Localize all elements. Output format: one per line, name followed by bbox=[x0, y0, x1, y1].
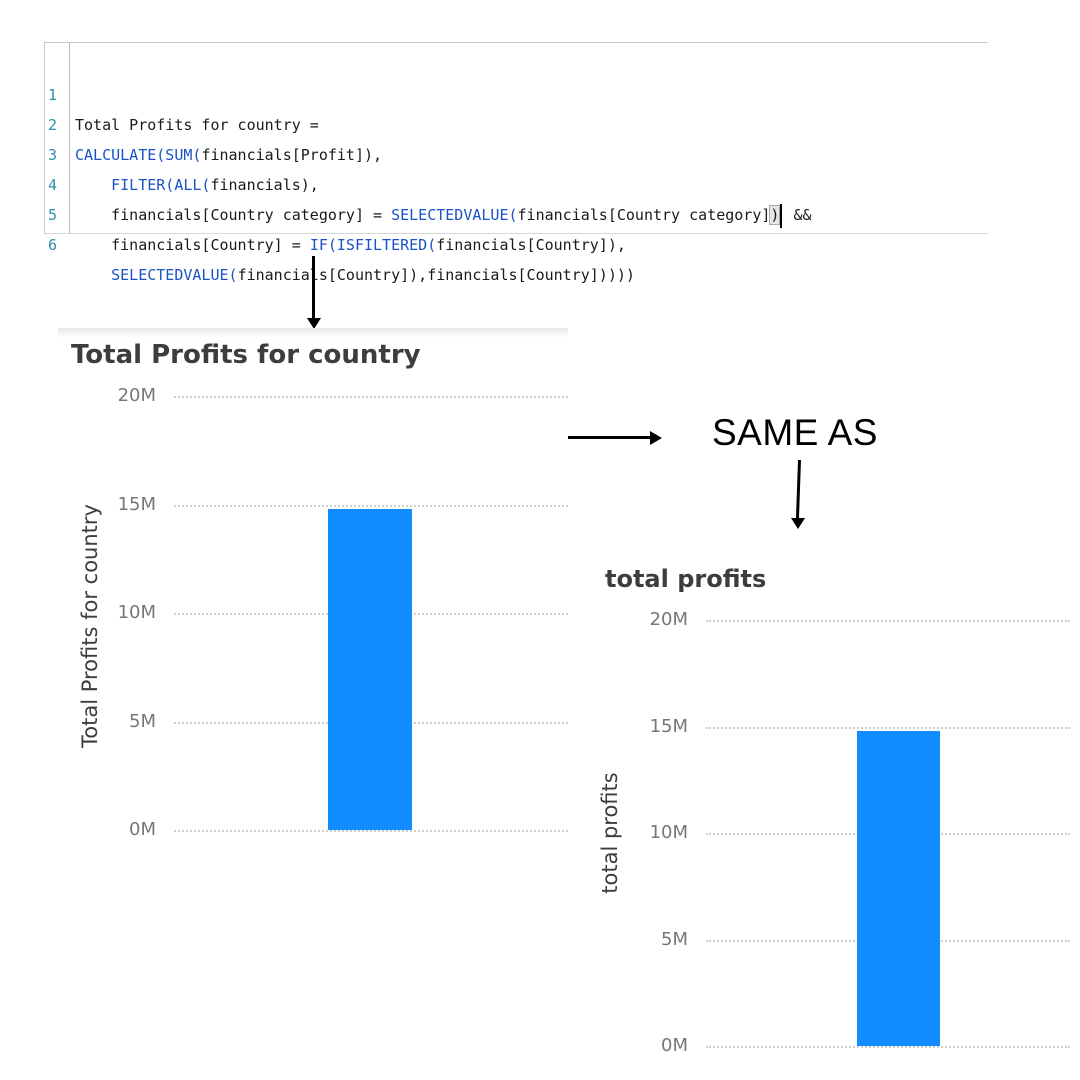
dax-code-editor[interactable]: 1 Total Profits for country = 2 CALCULAT… bbox=[44, 42, 989, 284]
gridline bbox=[706, 620, 1070, 622]
code-text: financials[Country category] = bbox=[75, 206, 392, 224]
line-number-gutter bbox=[69, 43, 70, 233]
code-text: && bbox=[784, 206, 812, 224]
chart-total-profits-for-country[interactable]: Total Profits for country Total Profits … bbox=[58, 328, 568, 858]
y-tick-label: 0M bbox=[129, 819, 156, 840]
code-function: SELECTEDVALUE( bbox=[391, 206, 518, 224]
line-number: 5 bbox=[48, 206, 58, 224]
y-tick-label: 15M bbox=[117, 493, 156, 515]
code-text: Total Profits for country = bbox=[75, 116, 319, 134]
visual-header-shade bbox=[58, 328, 568, 338]
code-line-6: 6 SELECTEDVALUE(financials[Country]),fin… bbox=[45, 200, 989, 284]
y-tick-label: 20M bbox=[117, 385, 156, 406]
code-function: FILTER(ALL( bbox=[111, 176, 211, 194]
gridline bbox=[706, 1046, 1070, 1048]
line-number: 3 bbox=[48, 146, 58, 164]
code-line-5: 5 financials[Country] = IF(ISFILTERED(fi… bbox=[45, 170, 989, 254]
gridline bbox=[174, 830, 568, 832]
same-as-label: SAME AS bbox=[712, 412, 878, 453]
code-function: SELECTEDVALUE( bbox=[111, 266, 238, 284]
gridline bbox=[174, 396, 568, 398]
y-axis-label: total profits bbox=[598, 772, 622, 894]
chart-total-profits[interactable]: total profits total profits 0M 5M 10M 15M 20… bbox=[590, 555, 1070, 1075]
code-text: financials[Profit]), bbox=[201, 146, 383, 164]
y-tick-label: 20M bbox=[649, 609, 688, 630]
code-line-4: 4 financials[Country category] = SELECTE… bbox=[45, 140, 989, 228]
chart-title: Total Profits for country bbox=[71, 340, 421, 370]
code-line-1: 1 Total Profits for country = bbox=[45, 50, 989, 134]
bar[interactable] bbox=[857, 730, 940, 1046]
y-tick-label: 10M bbox=[117, 602, 156, 623]
code-text: financials[Country] = bbox=[75, 236, 310, 254]
gridline bbox=[174, 504, 568, 507]
code-text: financials[Country]), bbox=[436, 236, 626, 254]
y-tick-label: 5M bbox=[129, 710, 156, 732]
code-line-3: 3 FILTER(ALL(financials), bbox=[45, 110, 989, 194]
line-number: 2 bbox=[48, 116, 58, 134]
code-text: financials[Country category] bbox=[517, 206, 771, 224]
line-number: 4 bbox=[48, 176, 58, 194]
code-text: financials[Country]),financials[Country]… bbox=[237, 266, 635, 284]
gridline bbox=[706, 726, 1070, 729]
chart-title: total profits bbox=[605, 565, 767, 593]
code-indent bbox=[75, 266, 111, 284]
y-tick-label: 0M bbox=[661, 1035, 688, 1056]
code-text: financials), bbox=[210, 176, 319, 194]
y-tick-label: 15M bbox=[649, 715, 688, 737]
y-tick-label: 10M bbox=[649, 822, 688, 843]
line-number: 1 bbox=[48, 86, 58, 104]
bar[interactable] bbox=[328, 508, 412, 830]
y-tick-label: 5M bbox=[661, 928, 688, 950]
code-function: CALCULATE(SUM( bbox=[75, 146, 202, 164]
matched-paren-highlight: ) bbox=[769, 205, 781, 225]
code-line-2: 2 CALCULATE(SUM(financials[Profit]), bbox=[45, 80, 989, 164]
line-number: 6 bbox=[48, 236, 58, 254]
text-cursor bbox=[780, 203, 783, 228]
code-function: IF(ISFILTERED( bbox=[309, 236, 437, 254]
